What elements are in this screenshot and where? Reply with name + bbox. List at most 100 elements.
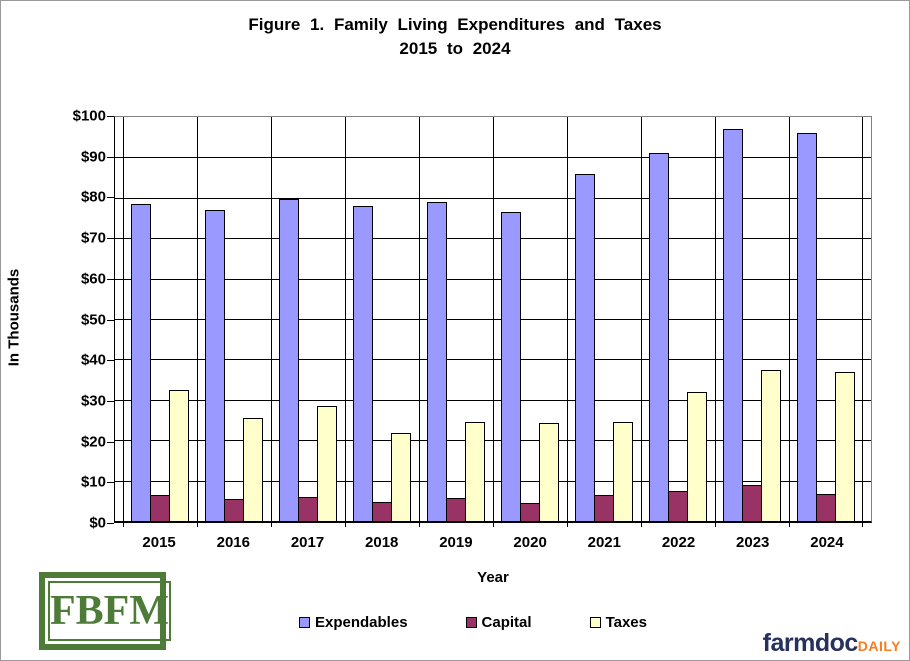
x-tick-label: 2023 bbox=[736, 534, 770, 551]
capital-bar bbox=[298, 496, 318, 521]
y-tick-mark bbox=[107, 156, 114, 158]
farmdoc-logo-text: farmdoc bbox=[762, 629, 859, 657]
y-axis-title: In Thousands bbox=[5, 268, 23, 367]
category-separator-line bbox=[197, 117, 198, 527]
chart-title: Figure 1. Family Living Expenditures and… bbox=[1, 13, 909, 61]
y-tick-mark bbox=[107, 197, 114, 199]
y-tick-label: $70 bbox=[80, 229, 106, 247]
fbfm-logo: FBFM bbox=[39, 572, 171, 650]
category-separator-line bbox=[345, 117, 346, 527]
x-tick-label: 2024 bbox=[810, 534, 844, 551]
y-tick-label: $50 bbox=[80, 311, 106, 328]
y-tick-mark bbox=[107, 278, 114, 280]
legend-item-taxes: Taxes bbox=[589, 614, 647, 631]
expendables-bar bbox=[279, 198, 299, 521]
taxes-bar bbox=[317, 405, 337, 521]
category-group bbox=[197, 117, 271, 521]
category-separator-line bbox=[789, 117, 790, 527]
chart-title-line1: Figure 1. Family Living Expenditures and… bbox=[248, 15, 662, 34]
y-tick-label: $0 bbox=[89, 514, 106, 532]
x-tick-label: 2021 bbox=[587, 534, 621, 551]
capital-bar bbox=[520, 502, 540, 521]
category-separator-line bbox=[567, 117, 568, 527]
y-tick-mark bbox=[107, 441, 114, 443]
y-tick-mark bbox=[107, 400, 114, 402]
x-tick-label: 2020 bbox=[513, 534, 547, 551]
category-group bbox=[123, 117, 197, 521]
y-tick-label: $20 bbox=[80, 433, 106, 451]
category-group bbox=[715, 117, 789, 521]
capital-bar bbox=[224, 498, 244, 521]
chart-title-line2: 2015 to 2024 bbox=[399, 39, 511, 58]
x-tick-label: 2022 bbox=[661, 534, 696, 551]
fbfm-logo-text: FBFM bbox=[48, 581, 171, 641]
taxes-bar bbox=[539, 423, 559, 521]
category-separator-line bbox=[862, 117, 863, 527]
expendables-bar bbox=[575, 173, 595, 521]
x-tick-label: 2018 bbox=[365, 534, 399, 551]
legend-item-expendables: Expendables bbox=[299, 614, 408, 631]
expendables-bar bbox=[723, 129, 743, 521]
legend-label: Capital bbox=[481, 614, 532, 631]
expendables-bar bbox=[131, 203, 151, 521]
category-group bbox=[567, 117, 641, 521]
x-axis-title: Year bbox=[477, 569, 509, 586]
capital-bar bbox=[446, 497, 466, 521]
y-tick-label: $80 bbox=[80, 188, 106, 206]
y-tick-mark bbox=[107, 238, 114, 240]
y-tick-mark bbox=[107, 319, 114, 321]
capital-legend-swatch bbox=[465, 617, 477, 628]
capital-bar bbox=[594, 494, 614, 521]
y-tick-mark bbox=[107, 116, 114, 117]
category-group bbox=[271, 117, 345, 521]
farmdoc-daily-logo: farmdocDAILY bbox=[763, 629, 901, 658]
taxes-bar bbox=[391, 432, 411, 521]
category-separator-line bbox=[641, 117, 642, 527]
x-tick-label: 2016 bbox=[216, 534, 250, 551]
expendables-bar bbox=[427, 201, 447, 521]
taxes-bar bbox=[835, 371, 855, 521]
category-group bbox=[789, 117, 863, 521]
category-separator-line bbox=[271, 117, 272, 527]
category-group bbox=[493, 117, 567, 521]
capital-bar bbox=[372, 501, 392, 521]
x-tick-label: 2019 bbox=[439, 534, 473, 551]
category-separator-line bbox=[715, 117, 716, 527]
category-group bbox=[345, 117, 419, 521]
taxes-bar bbox=[243, 417, 263, 521]
taxes-bar bbox=[613, 422, 633, 521]
chart-legend: Expendables Capital Taxes bbox=[1, 614, 909, 631]
expendables-bar bbox=[205, 209, 225, 521]
expendables-bar bbox=[501, 211, 521, 521]
plot-area bbox=[114, 116, 872, 527]
category-separator-line bbox=[419, 117, 420, 527]
category-separator-line bbox=[493, 117, 494, 527]
x-tick-label: 2015 bbox=[142, 534, 176, 551]
y-tick-label: $40 bbox=[80, 351, 106, 369]
legend-label: Expendables bbox=[315, 614, 408, 631]
y-tick-label: $10 bbox=[80, 473, 106, 491]
legend-item-capital: Capital bbox=[465, 614, 532, 631]
category-group bbox=[641, 117, 715, 521]
y-tick-label: $90 bbox=[80, 148, 106, 166]
taxes-bar bbox=[465, 421, 485, 521]
taxes-bar bbox=[687, 391, 707, 521]
daily-logo-text: DAILY bbox=[857, 638, 901, 654]
x-axis-tick-labels: 2015 2016 2017 2018 2019 2020 2021 2022 2023 2024 bbox=[122, 534, 864, 551]
capital-bar bbox=[150, 494, 170, 521]
y-tick-mark bbox=[107, 523, 114, 524]
y-tick-mark bbox=[107, 482, 114, 484]
category-strip bbox=[123, 117, 863, 527]
y-tick-label: $100 bbox=[72, 107, 106, 125]
legend-label: Taxes bbox=[605, 614, 647, 631]
taxes-legend-swatch bbox=[589, 617, 601, 628]
expendables-bar bbox=[649, 153, 669, 521]
taxes-bar bbox=[169, 389, 189, 521]
category-group bbox=[419, 117, 493, 521]
taxes-bar bbox=[761, 369, 781, 521]
capital-bar bbox=[742, 485, 762, 521]
y-tick-label: $30 bbox=[80, 392, 106, 410]
capital-bar bbox=[668, 490, 688, 521]
x-tick-label: 2017 bbox=[290, 534, 325, 551]
